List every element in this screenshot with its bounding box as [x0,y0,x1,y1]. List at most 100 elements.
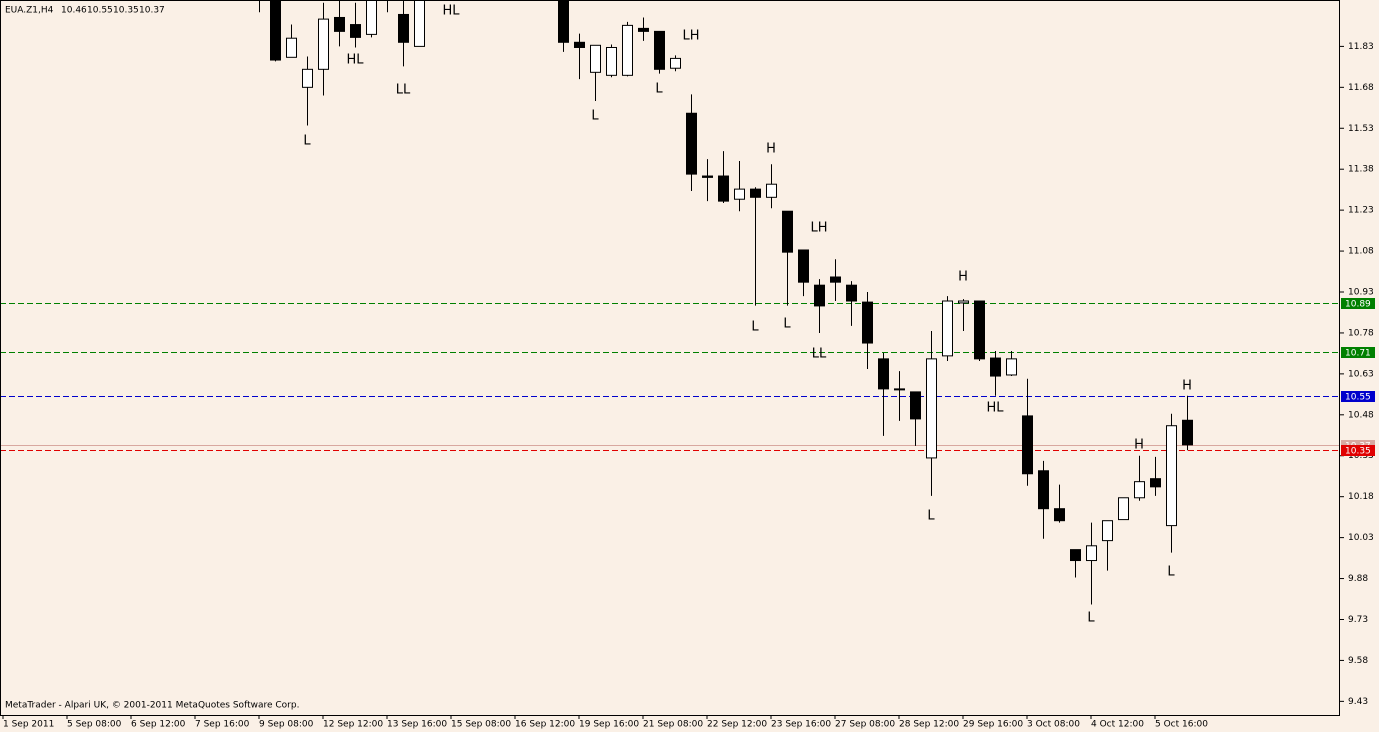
candle-body [366,1,377,35]
annotation: L [655,82,663,97]
candle-body [286,37,297,58]
x-tick-label: 12 Sep 12:00 [323,720,383,730]
level-label-box [1341,298,1375,309]
level-label-box [1341,391,1375,402]
x-tick-label: 16 Sep 12:00 [515,720,575,730]
candle-body [558,1,569,43]
candle-body [718,175,729,202]
x-tick-label: 23 Sep 16:00 [771,720,831,730]
ohlc-close: 10.37 [139,6,165,16]
ohlc-high: 10.55 [87,6,113,16]
candle-body [334,16,345,32]
footer: MetaTrader - Alpari UK, © 2001-2011 Meta… [5,701,299,711]
y-tick-label: 10.48 [1348,410,1374,420]
annotation: LH [810,221,827,236]
annotation: LH [682,29,699,44]
candle-body [878,358,889,390]
candle-body [574,41,585,48]
annotation: L [303,134,311,149]
x-tick-label: 22 Sep 12:00 [707,720,767,730]
plot-border [0,0,1340,716]
symbol: EUA.Z1,H4 [5,6,54,16]
candle-body [318,18,329,70]
annotation: L [591,109,599,124]
annotation: L [1087,611,1095,626]
candle-body [1118,497,1129,521]
candle-body [1182,419,1193,446]
candle-body [398,13,409,43]
annotation: H [1182,379,1192,394]
candle-body [654,30,665,70]
candle-body [414,1,425,47]
y-tick-label: 9.43 [1348,697,1368,707]
candle-body [990,357,1001,377]
annotation: LL [812,347,827,362]
x-tick-label: 29 Sep 16:00 [963,720,1023,730]
y-tick-label: 10.18 [1348,492,1374,502]
level-label: 10.89 [1345,300,1371,310]
candle-body [830,276,841,283]
candle-body [270,1,281,61]
candle-body [958,300,969,304]
annotation: HL [346,53,364,68]
annotation: HL [986,401,1004,416]
level-label: 10.35 [1345,447,1371,457]
annotation: L [1167,565,1175,580]
candle-body [974,300,985,360]
candle-body [1070,549,1081,562]
candle-body [638,27,649,32]
axes: 11.83 11.68 11.53 11.38 11.23 11.08 10.93 10.78… [2,42,1375,730]
x-tick-label: 7 Sep 16:00 [195,720,250,730]
ohlc-open: 10.46 [61,6,87,16]
y-tick-label: 10.78 [1348,328,1374,338]
x-tick-label: 15 Sep 08:00 [451,720,511,730]
x-tick-label: 1 Sep 2011 [3,720,54,730]
candle-body [622,24,633,76]
ohlc-low: 10.35 [113,6,139,16]
candle-body [606,46,617,76]
y-tick-label: 11.23 [1348,206,1374,216]
level-label-box [1341,347,1375,358]
annotation: L [927,509,935,524]
x-tick-label: 19 Sep 16:00 [579,720,639,730]
candle-body [702,175,713,178]
candle-body [1166,425,1177,527]
level-label: 10.55 [1345,393,1371,403]
annotation: H [958,270,968,285]
y-tick-label: 11.38 [1348,165,1374,175]
y-tick-label: 9.58 [1348,656,1368,666]
candle-body [782,210,793,253]
x-tick-label: 13 Sep 16:00 [387,720,447,730]
y-tick-label: 9.73 [1348,615,1368,625]
annotation: LL [396,83,411,98]
candle-body [1054,508,1065,522]
candle-body [590,44,601,73]
annotation: HL [442,4,460,19]
candle-body [734,188,745,200]
x-tick-label: 6 Sep 12:00 [131,720,186,730]
y-tick-label: 11.08 [1348,247,1374,257]
x-tick-label: 5 Oct 16:00 [1155,720,1208,730]
y-tick-label: 11.53 [1348,124,1374,134]
candle-body [350,24,361,38]
y-tick-label: 9.88 [1348,574,1368,584]
x-tick-label: 27 Sep 08:00 [835,720,895,730]
candle-body [862,301,873,344]
annotation: H [1134,438,1144,453]
annotation: L [751,320,759,335]
y-tick-label: 10.63 [1348,369,1374,379]
y-tick-label: 10.33 [1348,451,1374,461]
level-label-box [1341,445,1375,456]
candle-body [302,68,313,88]
candle-body [1086,545,1097,562]
candle-body [926,358,937,459]
candle-body [910,391,921,420]
x-tick-label: 3 Oct 08:00 [1027,720,1080,730]
x-tick-label: 5 Sep 08:00 [67,720,122,730]
candle-body [686,112,697,175]
candle-body [814,284,825,307]
y-tick-label: 11.68 [1348,83,1374,93]
